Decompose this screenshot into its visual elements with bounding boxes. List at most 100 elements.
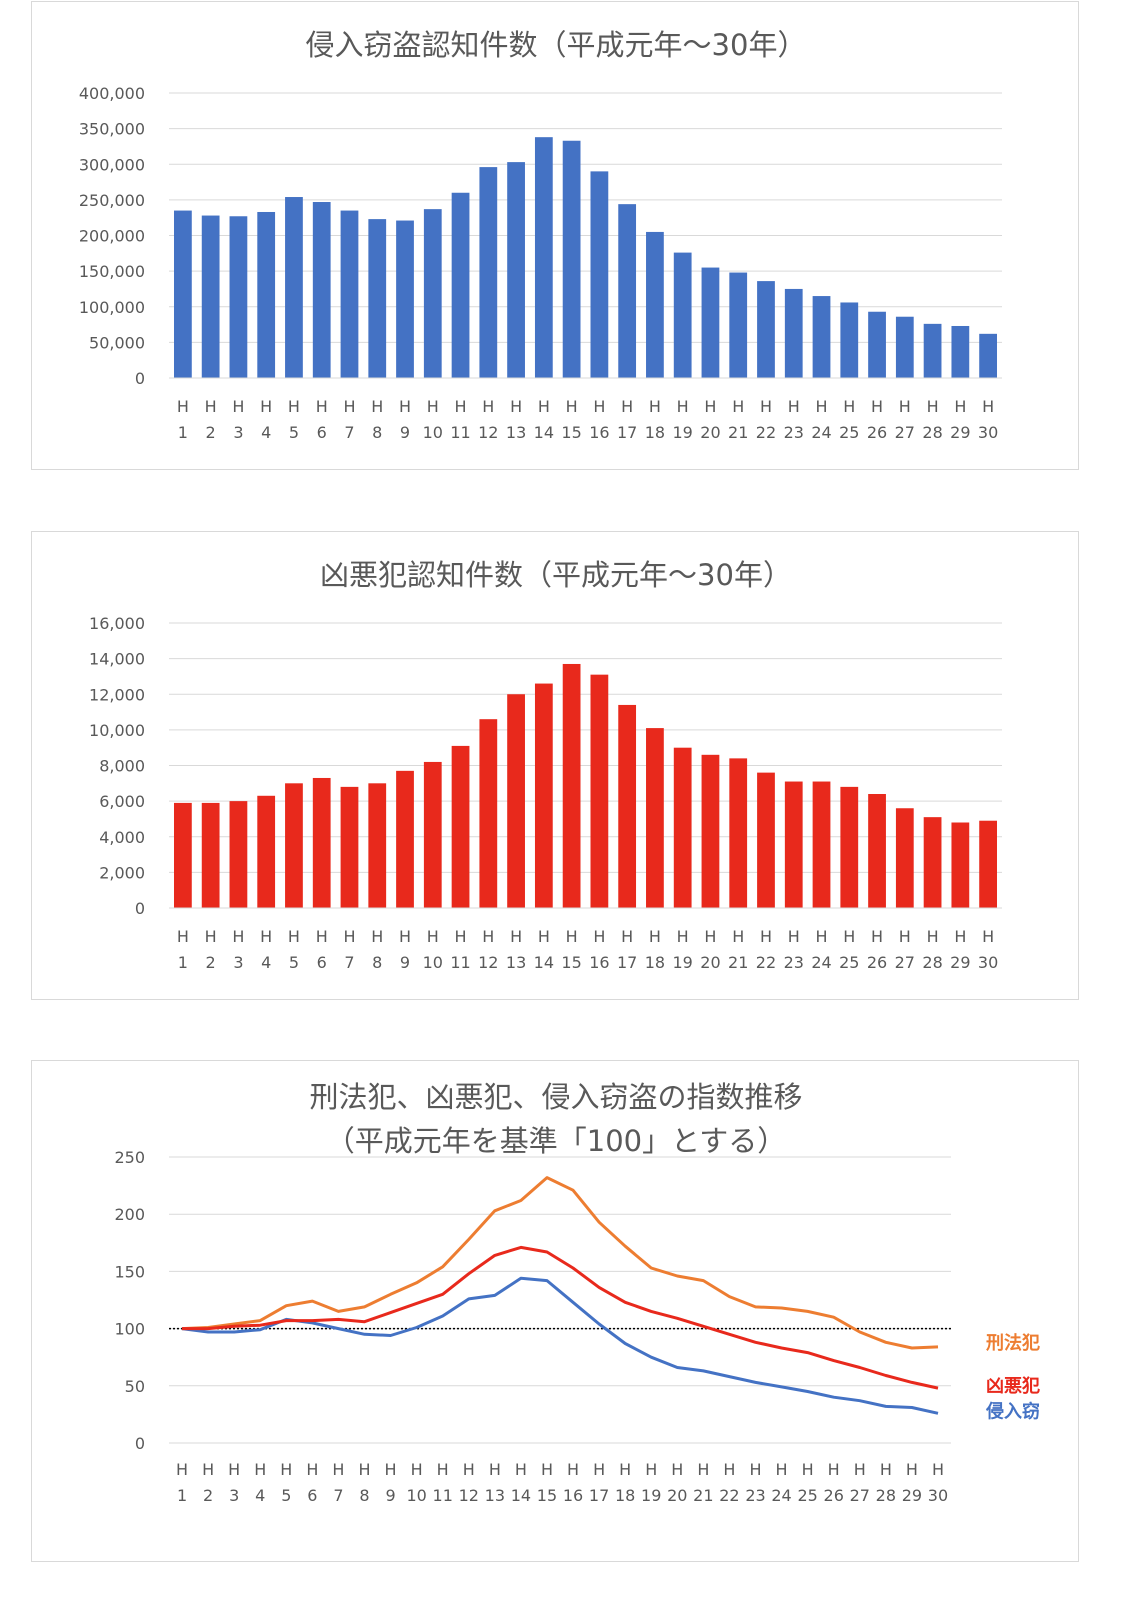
x-tick-label-era: H — [228, 1460, 240, 1479]
y-tick-label: 250,000 — [79, 191, 145, 210]
bar — [562, 663, 581, 908]
x-tick-label-era: H — [232, 397, 244, 416]
x-tick-label-year: 17 — [617, 953, 637, 972]
bar — [868, 311, 886, 378]
x-tick-label-year: 23 — [784, 423, 804, 442]
x-tick-label-era: H — [260, 927, 272, 946]
x-tick-label-era: H — [566, 927, 578, 946]
x-tick-label-year: 3 — [229, 1486, 239, 1505]
x-tick-label-year: 27 — [895, 953, 915, 972]
bar — [229, 216, 248, 378]
x-tick-label-year: 13 — [506, 423, 526, 442]
bar — [340, 210, 359, 378]
x-tick-label-year: 3 — [233, 423, 243, 442]
chart-panel-index-trend: 刑法犯、凶悪犯、侵入窃盗の指数推移 （平成元年を基準「100」とする） 0 50 100… — [31, 1060, 1079, 1562]
x-tick-label-year: 6 — [317, 953, 327, 972]
x-tick-label-era: H — [723, 1460, 735, 1479]
x-tick-label-year: 22 — [756, 953, 776, 972]
x-tick-label-era: H — [593, 397, 605, 416]
bar — [368, 783, 387, 908]
bar — [812, 296, 831, 378]
x-tick-label-year: 7 — [344, 953, 354, 972]
bar — [285, 197, 303, 378]
x-tick-label-era: H — [899, 927, 911, 946]
bar — [979, 333, 998, 378]
bar — [757, 281, 775, 378]
x-tick-label-era: H — [704, 397, 716, 416]
x-tick-label-year: 20 — [700, 953, 720, 972]
bar — [784, 288, 803, 378]
x-tick-label-era: H — [982, 927, 994, 946]
y-tick-label: 250 — [114, 1148, 145, 1167]
x-tick-label-year: 29 — [950, 423, 970, 442]
chart-title-index-line1: 刑法犯、凶悪犯、侵入窃盗の指数推移 — [309, 1080, 802, 1114]
x-tick-label-era: H — [316, 927, 328, 946]
x-tick-label-year: 25 — [839, 953, 859, 972]
x-tick-label-year: 12 — [478, 953, 498, 972]
x-tick-label-year: 24 — [771, 1486, 791, 1505]
x-tick-label-era: H — [843, 397, 855, 416]
x-tick-label-year: 4 — [261, 423, 271, 442]
y-tick-label: 0 — [135, 899, 145, 918]
x-tick-label-era: H — [437, 1460, 449, 1479]
x-tick-label-era: H — [816, 927, 828, 946]
y-tick-label: 350,000 — [79, 120, 145, 139]
bar — [423, 761, 442, 908]
x-tick-label-era: H — [593, 927, 605, 946]
bar — [729, 758, 748, 908]
bar — [312, 777, 331, 908]
x-tick-label-year: 23 — [784, 953, 804, 972]
bar — [479, 719, 498, 908]
x-tick-label-era: H — [732, 927, 744, 946]
x-tick-label-year: 11 — [450, 953, 470, 972]
bar — [173, 210, 192, 378]
x-tick-label-era: H — [541, 1460, 553, 1479]
bar — [396, 220, 414, 378]
y-tick-label: 150,000 — [79, 262, 145, 281]
y-tick-label: 50,000 — [89, 333, 145, 352]
x-tick-label-year: 20 — [700, 423, 720, 442]
x-tick-label-year: 18 — [645, 423, 665, 442]
bar — [590, 171, 609, 378]
y-tick-label: 200,000 — [79, 227, 145, 246]
y-tick-label: 16,000 — [89, 614, 145, 633]
bar — [951, 325, 970, 378]
x-tick-label-year: 27 — [850, 1486, 870, 1505]
x-tick-label-year: 8 — [372, 953, 382, 972]
x-tick-label-era: H — [306, 1460, 318, 1479]
bar — [368, 219, 387, 378]
bar — [173, 802, 192, 908]
x-tick-label-era: H — [510, 927, 522, 946]
y-tick-label: 50 — [125, 1377, 145, 1396]
x-tick-label-year: 13 — [506, 953, 526, 972]
x-tick-label-era: H — [749, 1460, 761, 1479]
y-tick-label: 100,000 — [79, 298, 145, 317]
x-tick-label-era: H — [177, 397, 189, 416]
bar — [451, 745, 470, 908]
x-tick-label-era: H — [906, 1460, 918, 1479]
x-tick-label-era: H — [510, 397, 522, 416]
chart-panel-burglary: 侵入窃盗認知件数（平成元年～30年） 0 50,000 100,000 150,000 2… — [31, 1, 1079, 470]
x-tick-label-era: H — [316, 397, 328, 416]
bar — [923, 817, 942, 908]
x-tick-label-year: 25 — [797, 1486, 817, 1505]
x-tick-label-era: H — [671, 1460, 683, 1479]
x-tick-label-year: 2 — [206, 423, 216, 442]
index-trend-line-chart: 刑法犯、凶悪犯、侵入窃盗の指数推移 （平成元年を基準「100」とする） 0 50 100… — [114, 1080, 1040, 1505]
bar — [673, 747, 692, 908]
x-tick-label-year: 3 — [233, 953, 243, 972]
bar — [701, 754, 720, 908]
x-tick-label-era: H — [399, 397, 411, 416]
series-line — [181, 1176, 939, 1350]
series-line — [181, 1276, 939, 1415]
x-tick-label-era: H — [871, 927, 883, 946]
x-tick-label-era: H — [776, 1460, 788, 1479]
x-tick-label-era: H — [788, 927, 800, 946]
x-tick-label-year: 16 — [589, 953, 609, 972]
x-tick-label-era: H — [205, 927, 217, 946]
x-tick-label-year: 10 — [423, 423, 443, 442]
x-tick-label-year: 26 — [867, 423, 887, 442]
x-tick-label-year: 24 — [811, 953, 831, 972]
x-tick-label-year: 17 — [617, 423, 637, 442]
chart-panel-violent-crime: 凶悪犯認知件数（平成元年～30年） 0 2,000 4,000 6,000 8,000 10… — [31, 531, 1079, 1000]
